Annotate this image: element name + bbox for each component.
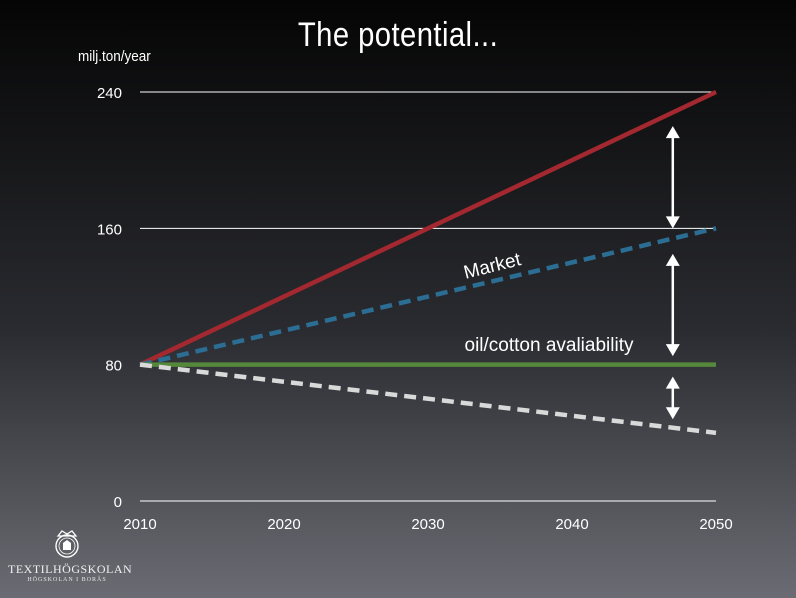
crest-icon (55, 530, 79, 558)
x-tick-label: 2050 (699, 516, 732, 533)
double-arrow-1 (665, 126, 680, 229)
y-tick-label: 0 (114, 494, 122, 511)
arrow-head-down (665, 407, 680, 420)
double-arrow-3 (665, 376, 680, 420)
logo-subtitle: HÖGSKOLAN I BORÅS (27, 577, 107, 583)
y-tick-label: 240 (97, 85, 122, 102)
annotation-oil-cotton-availability: oil/cotton avaliability (465, 335, 634, 356)
slide-title: The potential... (297, 16, 499, 54)
textilhogskolan-logo: TEXTILHÖGSKOLAN HÖGSKOLAN I BORÅS (8, 528, 133, 583)
y-tick-label: 80 (105, 358, 122, 375)
x-tick-label: 2020 (267, 516, 300, 533)
x-tick-label: 2040 (555, 516, 588, 533)
x-tick-label: 2030 (411, 516, 444, 533)
x-tick-label: 2010 (123, 516, 156, 533)
double-arrow-2 (665, 253, 680, 357)
arrow-head-up (665, 376, 680, 389)
arrow-head-down (665, 216, 680, 229)
y-tick-label: 160 (97, 221, 122, 238)
series-line-decline (139, 362, 717, 436)
series-line-demand (139, 89, 717, 367)
y-axis-unit-label: milj.ton/year (78, 48, 151, 65)
arrow-head-down (665, 344, 680, 357)
annotation-market: Market (462, 249, 524, 284)
series-line-market (139, 226, 717, 367)
logo-name: TEXTILHÖGSKOLAN (8, 562, 133, 576)
arrow-head-up (665, 253, 680, 266)
arrow-head-up (665, 126, 680, 139)
